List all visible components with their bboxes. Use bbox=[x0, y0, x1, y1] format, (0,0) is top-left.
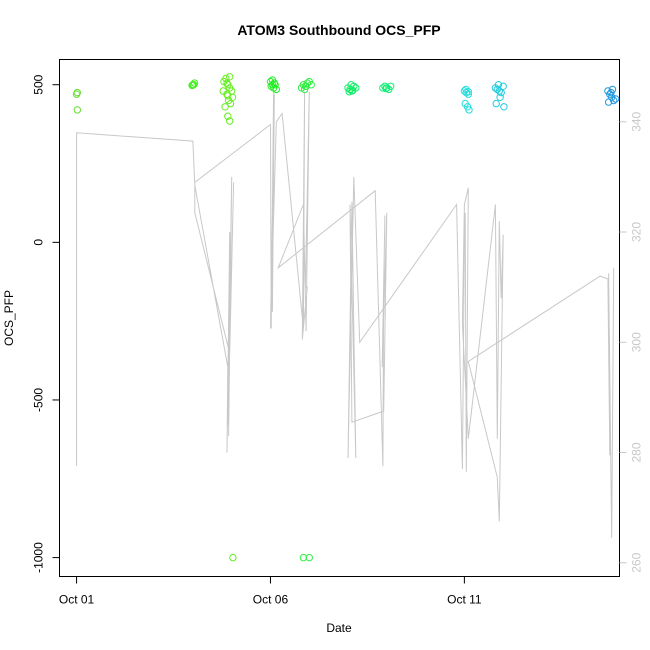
points-layer bbox=[72, 73, 620, 562]
data-point bbox=[305, 553, 313, 562]
data-point bbox=[223, 79, 231, 87]
data-point bbox=[610, 96, 618, 105]
data-point bbox=[345, 88, 353, 96]
data-point bbox=[500, 103, 508, 111]
x-tick-label: Oct 06 bbox=[253, 593, 289, 607]
y2-tick-label: 340 bbox=[630, 111, 644, 131]
y-tick-label: 0 bbox=[32, 239, 46, 246]
data-point bbox=[226, 117, 234, 125]
data-point bbox=[226, 73, 234, 81]
data-point bbox=[382, 84, 390, 93]
data-point bbox=[303, 79, 311, 87]
data-point bbox=[349, 86, 357, 95]
data-point bbox=[73, 88, 82, 97]
y-axis-label: OCS_PFP bbox=[2, 290, 16, 346]
data-point bbox=[499, 82, 507, 91]
data-point bbox=[465, 106, 473, 114]
data-point bbox=[611, 95, 620, 103]
data-point bbox=[219, 87, 227, 95]
data-point bbox=[387, 82, 395, 91]
x-tick-label: Oct 01 bbox=[59, 593, 95, 607]
x-axis: Oct 01 Oct 06 Oct 11 bbox=[59, 576, 482, 607]
data-point bbox=[302, 82, 310, 91]
y2-tick-label: 260 bbox=[630, 552, 644, 572]
data-point bbox=[190, 79, 199, 87]
chart-title: ATOM3 Southbound OCS_PFP bbox=[237, 22, 440, 38]
y-tick-label: 500 bbox=[32, 74, 46, 94]
y2-tick-label: 320 bbox=[630, 222, 644, 242]
y2-axis: 340 320 300 280 260 bbox=[619, 111, 644, 573]
y-tick-label: -500 bbox=[32, 388, 46, 412]
y2-tick-label: 280 bbox=[630, 442, 644, 462]
data-point bbox=[307, 81, 315, 89]
data-point bbox=[229, 553, 237, 562]
data-point bbox=[608, 85, 617, 94]
data-point bbox=[464, 88, 472, 96]
data-point bbox=[494, 81, 503, 89]
line-series bbox=[76, 91, 615, 538]
data-point bbox=[492, 99, 500, 108]
y-axis: 500 0 -500 -1000 bbox=[32, 74, 60, 573]
data-point bbox=[272, 85, 280, 94]
x-tick-label: Oct 11 bbox=[447, 593, 482, 607]
y2-tick-label: 300 bbox=[630, 332, 644, 352]
data-point bbox=[224, 92, 232, 100]
data-point bbox=[462, 85, 470, 94]
data-point bbox=[224, 112, 232, 120]
data-point bbox=[188, 81, 196, 90]
plot-frame bbox=[59, 59, 620, 577]
data-point bbox=[221, 103, 229, 111]
data-point bbox=[604, 98, 613, 106]
data-point bbox=[73, 106, 82, 114]
x-axis-label: Date bbox=[326, 621, 352, 635]
data-point bbox=[268, 76, 277, 84]
data-point bbox=[383, 84, 391, 92]
line-series-layer bbox=[76, 91, 615, 538]
y-tick-label: -1000 bbox=[32, 542, 46, 573]
data-point bbox=[268, 81, 277, 89]
data-point bbox=[496, 93, 504, 102]
data-point bbox=[226, 99, 235, 108]
